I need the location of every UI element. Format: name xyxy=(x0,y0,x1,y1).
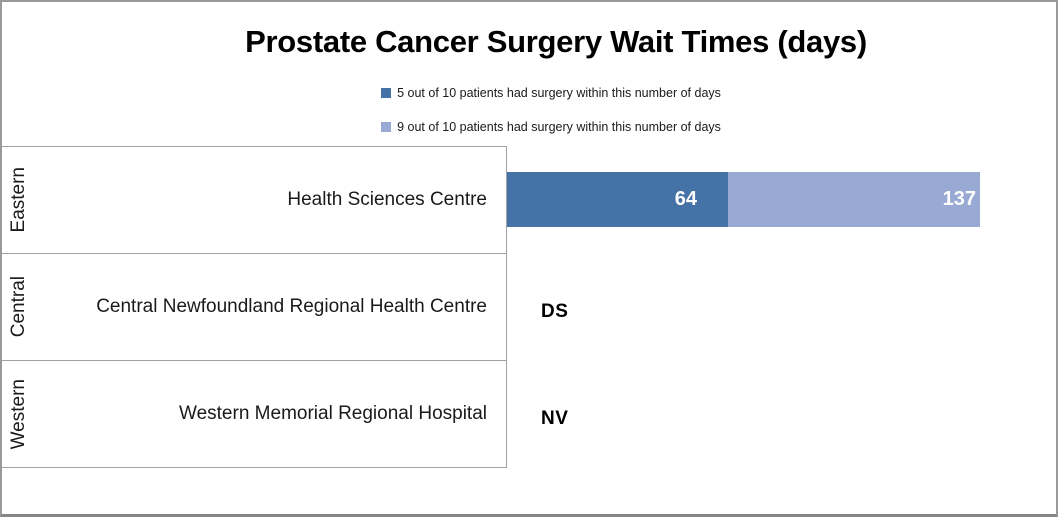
legend-item-p90: 9 out of 10 patients had surgery within … xyxy=(381,120,721,134)
plot-row-eastern: 64 137 xyxy=(507,146,1056,253)
region-label-western: Western xyxy=(8,378,29,450)
region-cell-eastern: Eastern xyxy=(2,147,36,253)
chart-title: Prostate Cancer Surgery Wait Times (days… xyxy=(245,24,867,59)
region-cell-western: Western xyxy=(2,361,36,467)
category-row-central: Central Central Newfoundland Regional He… xyxy=(2,254,506,361)
facility-cell-central: Central Newfoundland Regional Health Cen… xyxy=(36,254,506,360)
region-cell-central: Central xyxy=(2,254,36,360)
plot-row-western: NV xyxy=(507,361,1056,468)
facility-label-health-sciences-centre: Health Sciences Centre xyxy=(287,189,487,210)
plot-area: 64 137 DS NV xyxy=(507,146,1056,468)
category-axis-box: Eastern Health Sciences Centre Central C… xyxy=(2,146,507,468)
legend-item-median: 5 out of 10 patients had surgery within … xyxy=(381,86,721,100)
facility-cell-eastern: Health Sciences Centre xyxy=(36,147,506,253)
legend: 5 out of 10 patients had surgery within … xyxy=(24,86,1056,134)
bar-health-sciences-centre: 64 137 xyxy=(507,172,980,227)
bar-segment-p90: 137 xyxy=(728,172,980,227)
category-row-eastern: Eastern Health Sciences Centre xyxy=(2,147,506,254)
legend-label-median: 5 out of 10 patients had surgery within … xyxy=(397,86,721,100)
legend-label-p90: 9 out of 10 patients had surgery within … xyxy=(397,120,721,134)
legend-swatch-median-icon xyxy=(381,88,392,98)
region-label-central: Central xyxy=(8,276,29,338)
bar-value-median: 64 xyxy=(674,188,697,210)
bar-segment-median: 64 xyxy=(507,172,728,227)
category-row-western: Western Western Memorial Regional Hospit… xyxy=(2,361,506,467)
legend-swatch-p90-icon xyxy=(381,122,392,132)
annotation-ds: DS xyxy=(541,300,569,322)
annotation-nv: NV xyxy=(541,408,569,430)
bar-value-p90: 137 xyxy=(942,188,976,210)
facility-cell-western: Western Memorial Regional Hospital xyxy=(36,361,506,467)
facility-label-central-newfoundland: Central Newfoundland Regional Health Cen… xyxy=(96,296,487,317)
plot-row-central: DS xyxy=(507,253,1056,360)
region-label-eastern: Eastern xyxy=(8,167,29,233)
facility-label-western-memorial: Western Memorial Regional Hospital xyxy=(179,403,487,424)
